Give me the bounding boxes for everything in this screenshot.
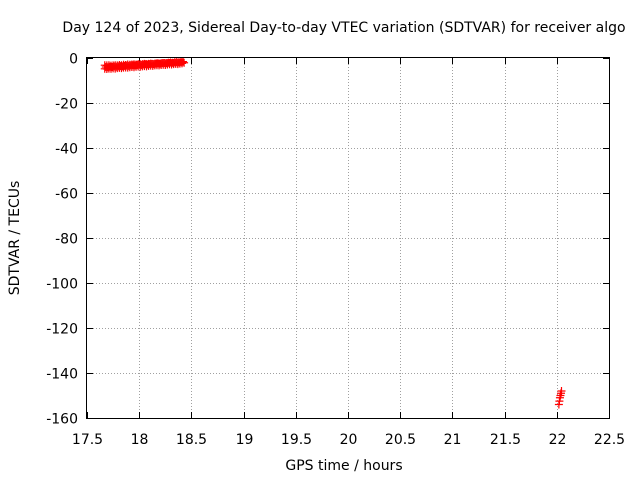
x-tick-label: 18 bbox=[131, 432, 149, 448]
x-tick-label: 21.5 bbox=[490, 432, 521, 448]
x-tick-label: 21 bbox=[444, 432, 462, 448]
data-points bbox=[100, 57, 566, 409]
y-tick-label: -140 bbox=[46, 367, 78, 383]
y-tick-label: 0 bbox=[69, 52, 78, 68]
grid-lines bbox=[87, 58, 609, 418]
y-tick-label: -60 bbox=[55, 187, 78, 203]
y-tick-label: -20 bbox=[55, 97, 78, 113]
x-tick-label: 19.5 bbox=[281, 432, 312, 448]
y-tick-label: -100 bbox=[46, 277, 78, 293]
data-point-marker bbox=[179, 57, 188, 66]
x-tick-label: 20.5 bbox=[385, 432, 416, 448]
x-axis-label: GPS time / hours bbox=[285, 458, 402, 474]
x-tick-label: 22 bbox=[549, 432, 567, 448]
plot-area-border bbox=[86, 57, 610, 419]
x-tick-label: 19 bbox=[236, 432, 254, 448]
x-tick-label: 18.5 bbox=[176, 432, 207, 448]
x-tick-label: 22.5 bbox=[594, 432, 625, 448]
axis-ticks: 17.5 18 18.5 19 19.5 20 20.5 21 21.5 22 22.5 0 -20 -4… bbox=[46, 52, 625, 449]
y-tick-label: -80 bbox=[55, 232, 78, 248]
y-tick-label: -120 bbox=[46, 322, 78, 338]
chart-title: Day 124 of 2023, Sidereal Day-to-day VTE… bbox=[62, 20, 625, 36]
x-tick-label: 17.5 bbox=[72, 432, 103, 448]
data-point-marker bbox=[557, 387, 566, 395]
y-tick-label: -160 bbox=[46, 412, 78, 428]
x-tick-label: 20 bbox=[340, 432, 358, 448]
y-axis-label: SDTVAR / TECUs bbox=[7, 181, 23, 296]
y-tick-label: -40 bbox=[55, 142, 78, 158]
